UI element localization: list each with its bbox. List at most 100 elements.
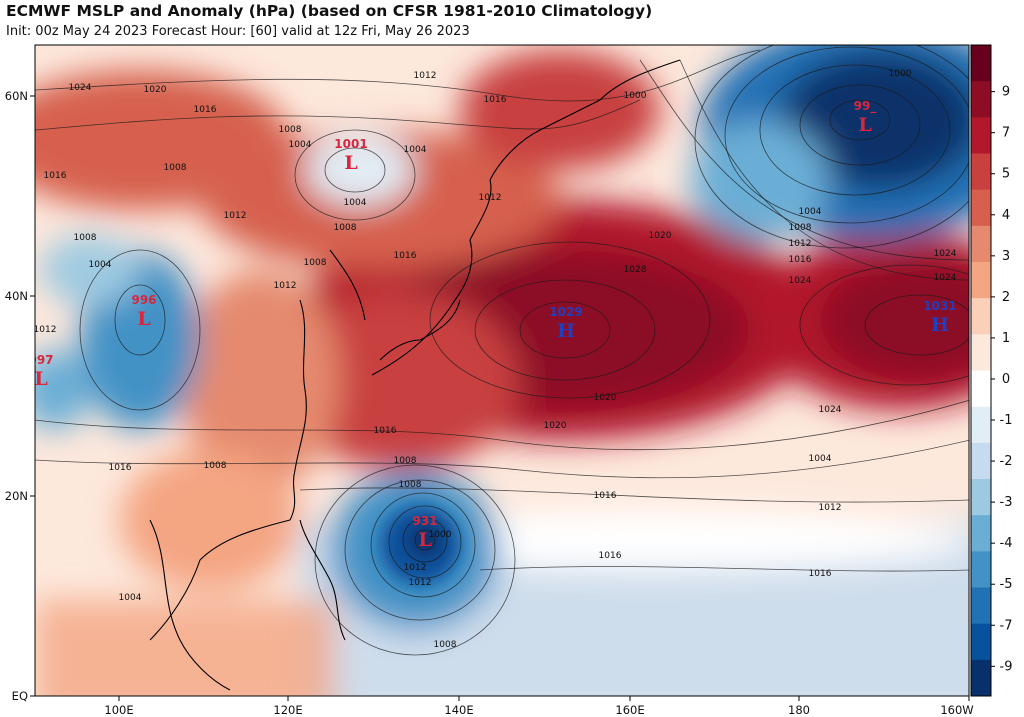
contour-label: 1016 xyxy=(484,95,507,105)
colorbar-label: 7 xyxy=(1002,126,1010,141)
contour-label: 1016 xyxy=(594,491,617,501)
colorbar-segment xyxy=(971,442,991,480)
lon-label: 160W xyxy=(940,703,973,717)
lon-label: 120E xyxy=(273,703,302,717)
contour-label: 1016 xyxy=(599,551,622,561)
contour-label: 1004 xyxy=(289,140,312,150)
contour-label: 1008 xyxy=(304,258,327,268)
colorbar-label: 4 xyxy=(1002,208,1010,223)
lat-label: 20N xyxy=(5,489,28,503)
colorbar-segment xyxy=(971,370,991,408)
contour-label: 1012 xyxy=(404,563,427,573)
contour-label: 1012 xyxy=(409,578,432,588)
colorbar-segment xyxy=(971,515,991,552)
colorbar-label: 3 xyxy=(1002,249,1010,264)
colorbar-segment xyxy=(971,623,991,661)
lat-label: 40N xyxy=(5,289,28,303)
typhoon-core xyxy=(380,505,460,585)
colorbar-label: -7 xyxy=(1000,618,1013,633)
colorbar-label: -4 xyxy=(1000,536,1013,551)
colorbar-label: -5 xyxy=(1000,577,1013,592)
colorbar-label: 5 xyxy=(1002,167,1010,182)
contour-label: 1016 xyxy=(809,569,832,579)
colorbar-segment xyxy=(971,551,991,588)
contour-label: 1008 xyxy=(164,163,187,173)
contour-label: 1004 xyxy=(119,593,142,603)
pressure-center-value: 1031 xyxy=(923,299,956,313)
map-subtitle: Init: 00z May 24 2023 Forecast Hour: [60… xyxy=(6,24,470,39)
pressure-center-value: 99_ xyxy=(854,99,877,114)
colorbar-segment xyxy=(971,479,991,516)
contour-label: 1024 xyxy=(69,83,92,93)
colorbar-label: 2 xyxy=(1002,290,1010,305)
contour-label: 1012 xyxy=(274,281,297,291)
colorbar-label: 9 xyxy=(1002,85,1010,100)
colorbar-segment xyxy=(971,659,991,697)
map-area: 1012 1024 1020 1016 1016 1008 1004 1004 1008 1012… xyxy=(34,45,969,696)
contour-label: 1012 xyxy=(479,193,502,203)
colorbar-segment xyxy=(971,189,991,227)
contour-label: 1028 xyxy=(624,265,647,275)
contour-label: 1012 xyxy=(224,211,247,221)
contour-label: 1020 xyxy=(649,231,672,241)
colorbar-frame xyxy=(970,44,992,697)
contour-label: 1008 xyxy=(334,223,357,233)
contour-label: 1008 xyxy=(279,125,302,135)
isobars xyxy=(35,45,969,656)
contour-label: 1004 xyxy=(89,260,112,270)
colorbar-label: -1 xyxy=(1000,413,1013,428)
pressure-center-value: 1001 xyxy=(334,137,367,151)
contour-label: 1024 xyxy=(934,249,957,259)
anomaly-colorbar: 9 7 5 4 3 2 1 0 -1 -2 -3 -4 -5 -7 -9 xyxy=(970,44,1013,697)
low-pressure-marker: L xyxy=(34,368,47,390)
pressure-center-value: 1029 xyxy=(549,305,582,319)
contour-label: 1016 xyxy=(394,251,417,261)
contour-label: 1016 xyxy=(374,426,397,436)
high-pressure-marker: H xyxy=(931,314,949,336)
contour-label: 1012 xyxy=(414,71,437,81)
contour-label: 1004 xyxy=(809,454,832,464)
contour-label: 1000 xyxy=(429,530,452,540)
low-pressure-marker: L xyxy=(344,152,357,174)
contour-label: 1020 xyxy=(144,85,167,95)
lat-label: EQ xyxy=(12,689,28,703)
contour-label: 1016 xyxy=(44,171,67,181)
contour-label: 1004 xyxy=(404,145,427,155)
colorbar-label: -3 xyxy=(1000,495,1013,510)
contour-label: 1016 xyxy=(194,105,217,115)
colorbar-label: -9 xyxy=(1000,659,1013,674)
coastlines xyxy=(149,59,681,691)
contour-label: 1024 xyxy=(789,276,812,286)
lon-label: 100E xyxy=(104,703,133,717)
colorbar-segment xyxy=(971,587,991,625)
high-pressure-marker: H xyxy=(557,320,575,342)
contour-label: 1024 xyxy=(934,273,957,283)
contour-label: 1016 xyxy=(109,463,132,473)
lon-label: 160E xyxy=(615,703,644,717)
low-pressure-marker: L xyxy=(137,308,150,330)
map-frame xyxy=(34,44,970,697)
colorbar-segment xyxy=(971,225,991,263)
contour-label: 1012 xyxy=(819,503,842,513)
latitude-axis: 60N 40N 20N EQ xyxy=(5,89,35,703)
contour-label: 1004 xyxy=(799,207,822,217)
colorbar-segment xyxy=(971,81,991,118)
contour-label: 1012 xyxy=(34,325,57,335)
contour-label: 1020 xyxy=(594,393,617,403)
contour-label: 1000 xyxy=(889,69,912,79)
low-pressure-marker: L xyxy=(418,529,431,551)
colorbar-label: 0 xyxy=(1002,372,1010,387)
pressure-center-value: 996 xyxy=(131,293,156,307)
contour-label: 1004 xyxy=(344,198,367,208)
contour-label: 1008 xyxy=(74,233,97,243)
contour-label: 1008 xyxy=(399,480,422,490)
contour-label: 1012 xyxy=(789,239,812,249)
lat-label: 60N xyxy=(5,89,28,103)
colorbar-segment xyxy=(971,334,991,371)
contour-labels: 1012 1024 1020 1016 1016 1008 1004 1004 1008 1012… xyxy=(34,69,957,650)
lon-label: 180 xyxy=(788,703,810,717)
colorbar-segment xyxy=(971,298,991,335)
colorbar-segment xyxy=(971,406,991,444)
